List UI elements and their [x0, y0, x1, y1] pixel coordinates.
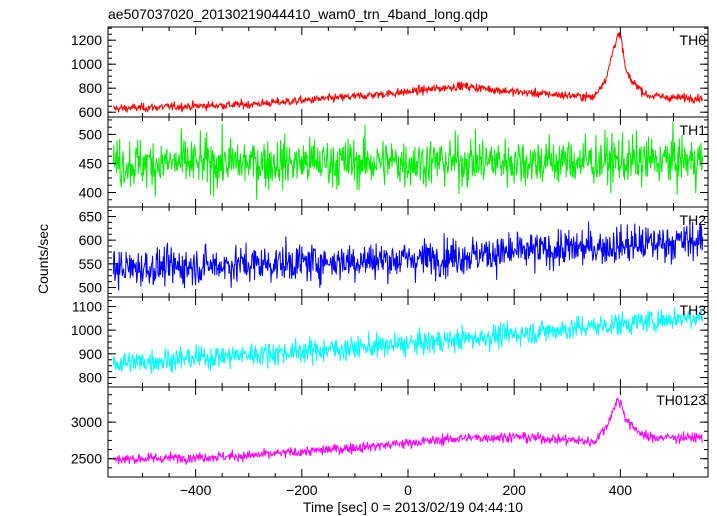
y-tick-label: 550 [79, 256, 103, 272]
chart-title: ae507037020_20130219044410_wam0_trn_4ban… [108, 6, 488, 22]
series-line-th1 [112, 121, 704, 201]
y-tick-label: 600 [79, 104, 103, 120]
series-line-th3 [112, 307, 704, 374]
panel-label-th3: TH3 [680, 302, 707, 318]
y-tick-label: 1100 [72, 298, 102, 314]
series-line-th0123 [112, 397, 704, 465]
panel-label-th2: TH2 [680, 212, 707, 228]
panel-frame [107, 206, 709, 298]
y-tick-label: 1200 [71, 32, 102, 48]
x-tick-label: −200 [286, 482, 318, 498]
panel-th0123: 2500 3000 TH0123 [71, 386, 709, 478]
y-tick-label: 3000 [71, 414, 102, 430]
y-tick-label: 800 [79, 80, 103, 96]
panel-label-th0: TH0 [680, 32, 707, 48]
y-tick-label: 450 [79, 155, 103, 171]
panel-th2: 500 550 600 650 TH2 [79, 206, 709, 298]
panels-group: 600 800 1000 1200 TH0 400 450 500 TH1 500 550 600 65… [71, 26, 709, 498]
y-axis-label: Counts/sec [35, 224, 51, 294]
y-tick-label: 2500 [71, 451, 102, 467]
x-tick-label: 0 [404, 482, 412, 498]
y-tick-label: 650 [79, 208, 103, 224]
series-line-th2 [112, 221, 704, 291]
x-tick-label: −400 [180, 482, 212, 498]
panel-label-th1: TH1 [680, 122, 707, 138]
panel-th1: 400 450 500 TH1 [79, 116, 709, 208]
series-line-th0 [112, 32, 704, 114]
panel-th3: 800 900 1000 1100 TH3 [71, 296, 709, 388]
panel-label-th0123: TH0123 [656, 392, 706, 408]
y-tick-label: 600 [79, 232, 103, 248]
x-tick-label: 200 [503, 482, 527, 498]
panel-frame [107, 26, 709, 118]
x-axis-label: Time [sec] 0 = 2013/02/19 04:44:10 [303, 499, 523, 515]
panel-frame [107, 296, 709, 388]
y-tick-label: 500 [79, 280, 103, 296]
y-tick-label: 1000 [71, 56, 102, 72]
y-tick-label: 900 [79, 346, 103, 362]
y-tick-label: 800 [79, 370, 103, 386]
y-tick-label: 400 [79, 184, 103, 200]
y-tick-label: 1000 [71, 322, 102, 338]
x-tick-label: 400 [609, 482, 633, 498]
panel-th0: 600 800 1000 1200 TH0 [71, 26, 709, 120]
y-tick-label: 500 [79, 126, 103, 142]
